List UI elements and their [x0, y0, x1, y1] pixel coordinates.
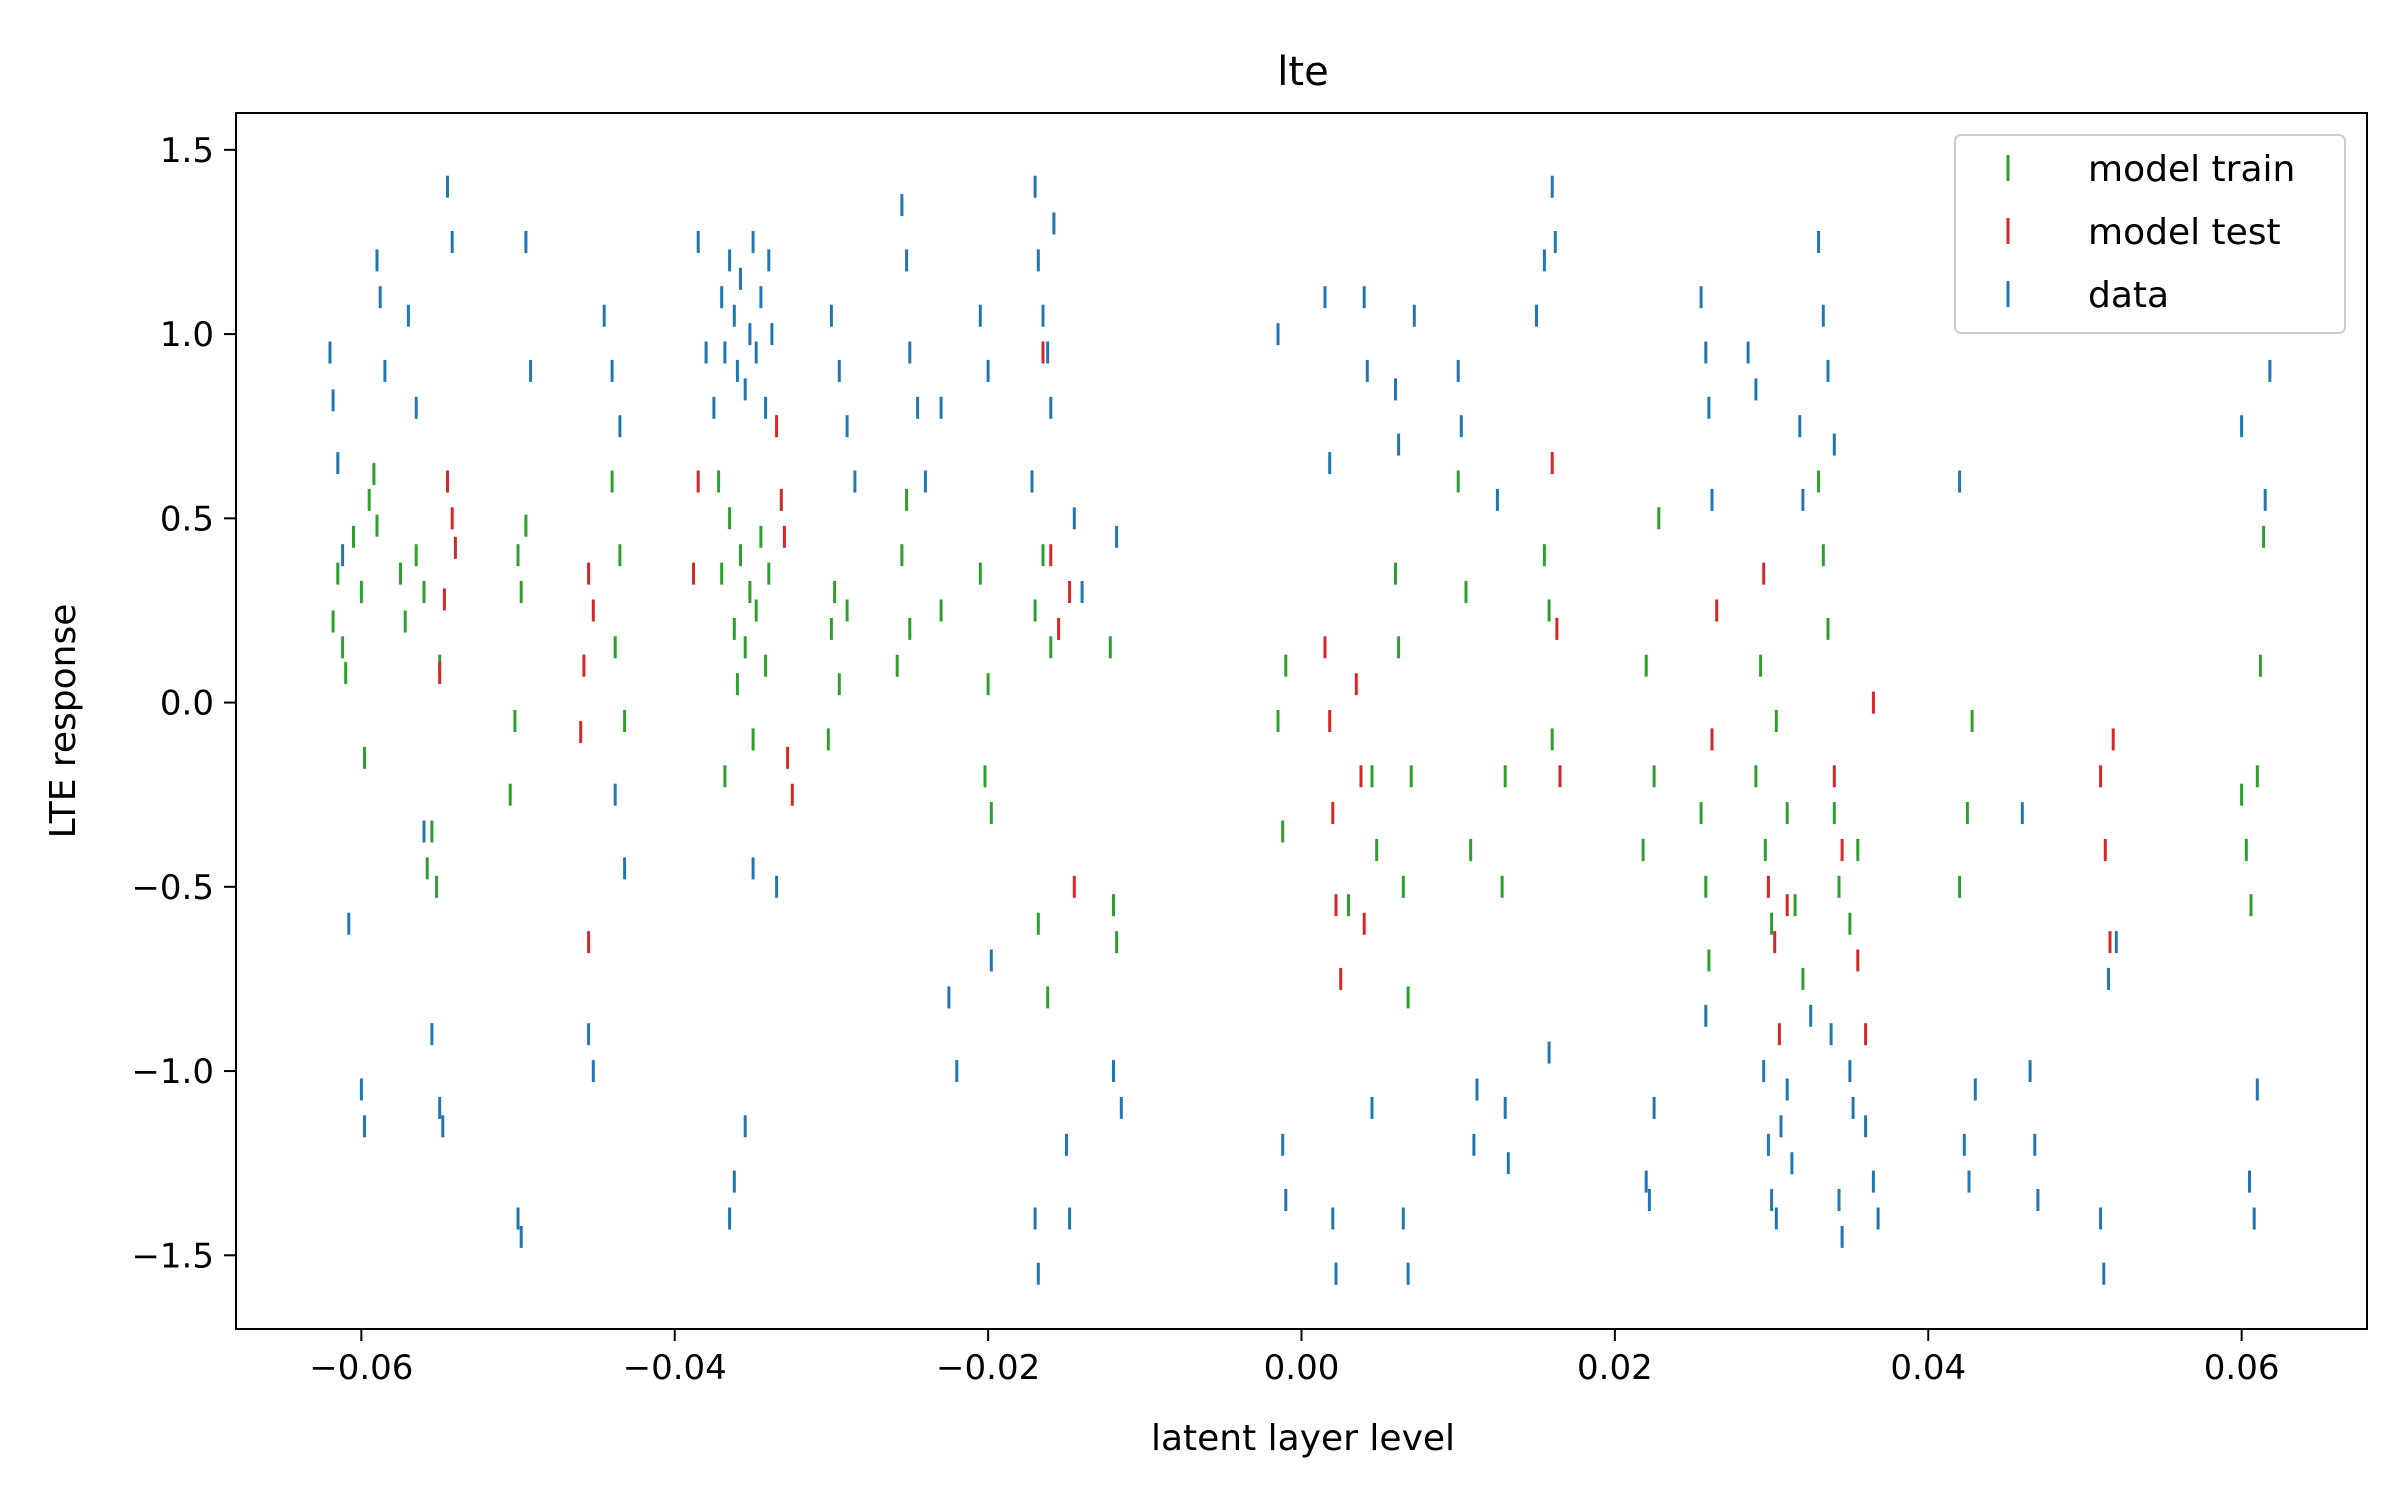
legend-label: data	[2088, 275, 2169, 316]
y-tick-label: −0.5	[131, 868, 214, 908]
data-marks	[328, 175, 2272, 1285]
x-tick-label: −0.06	[309, 1348, 413, 1388]
legend-label: model train	[2088, 149, 2295, 190]
y-axis: −1.5 −1.0 −0.5 0.0 0.5 1.0 1.5	[131, 131, 236, 1276]
legend: model train model test data	[1954, 134, 2346, 334]
y-tick-label: −1.5	[131, 1236, 214, 1276]
x-axis-label: latent layer level	[1151, 1418, 1455, 1459]
x-tick-label: 0.06	[2204, 1348, 2280, 1388]
y-tick-label: 1.0	[160, 315, 214, 355]
x-tick-label: 0.02	[1577, 1348, 1653, 1388]
y-tick-label: 0.0	[160, 684, 214, 724]
legend-label: model test	[2088, 212, 2281, 253]
y-axis-label: LTE response	[43, 604, 84, 839]
x-axis: −0.06 −0.04 −0.02 0.00 0.02 0.04 0.06	[309, 1329, 2279, 1388]
x-tick-label: 0.04	[1890, 1348, 1966, 1388]
y-tick-label: 1.5	[160, 131, 214, 171]
x-tick-label: −0.04	[623, 1348, 727, 1388]
x-tick-label: −0.02	[936, 1348, 1040, 1388]
chart-title: lte	[1277, 49, 1328, 95]
series-model-test	[438, 341, 2115, 1046]
series-model-train	[331, 463, 2266, 1009]
plot-area	[328, 175, 2272, 1285]
x-tick-label: 0.00	[1264, 1348, 1340, 1388]
series-data	[328, 175, 2272, 1285]
legend-box	[1954, 134, 2346, 334]
y-tick-label: 0.5	[160, 499, 214, 539]
y-tick-label: −1.0	[131, 1052, 214, 1092]
